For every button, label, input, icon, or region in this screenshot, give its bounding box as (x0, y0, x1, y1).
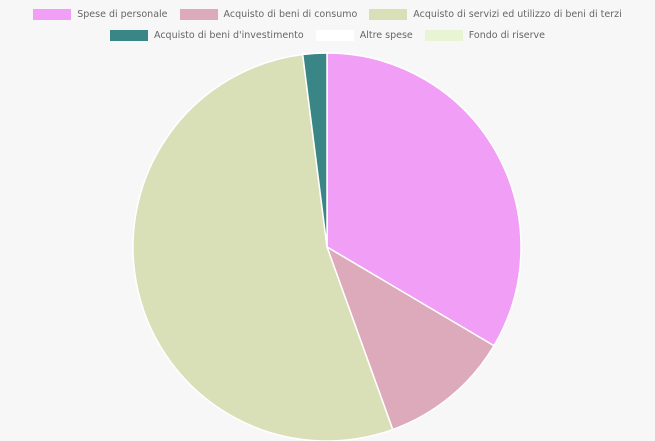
legend-label: Altre spese (359, 30, 413, 41)
pie-slice-acquisto-di-beni-di-consumo[interactable] (325, 245, 496, 431)
legend-swatch (424, 30, 463, 41)
legend-label: Fondo di riserve (468, 30, 546, 41)
legend-swatch (315, 30, 354, 41)
pie-slice-spese-di-personale[interactable] (326, 52, 522, 347)
pie-slice-acquisto-di-beni-d-investimento[interactable] (301, 52, 328, 248)
legend-item-acquisto-servizi[interactable]: Acquisto di servizi ed utilizzo di beni … (369, 9, 622, 20)
legend-row-1: Spese di personale Acquisto di beni di c… (0, 6, 655, 23)
legend-label: Acquisto di beni d'investimento (153, 30, 304, 41)
legend-item-altre-spese[interactable]: Altre spese (315, 30, 413, 41)
legend-swatch (369, 9, 408, 20)
legend-swatch (33, 9, 72, 20)
legend-row-2: Acquisto di beni d'investimento Altre sp… (0, 27, 655, 44)
legend-item-fondo-di-riserve[interactable]: Fondo di riserve (424, 30, 546, 41)
legend-item-acquisto-beni-investimento[interactable]: Acquisto di beni d'investimento (109, 30, 304, 41)
legend-swatch (179, 9, 218, 20)
legend-item-spese-di-personale[interactable]: Spese di personale (33, 9, 168, 20)
legend-swatch (109, 30, 148, 41)
legend-label: Acquisto di servizi ed utilizzo di beni … (413, 9, 622, 20)
legend: Spese di personale Acquisto di beni di c… (0, 6, 655, 48)
legend-item-acquisto-beni-consumo[interactable]: Acquisto di beni di consumo (179, 9, 358, 20)
legend-label: Spese di personale (77, 9, 168, 20)
legend-label: Acquisto di beni di consumo (223, 9, 358, 20)
pie-slice-acquisto-di-servizi-ed-utilizzo-di-beni-di-terzi[interactable] (132, 53, 394, 441)
